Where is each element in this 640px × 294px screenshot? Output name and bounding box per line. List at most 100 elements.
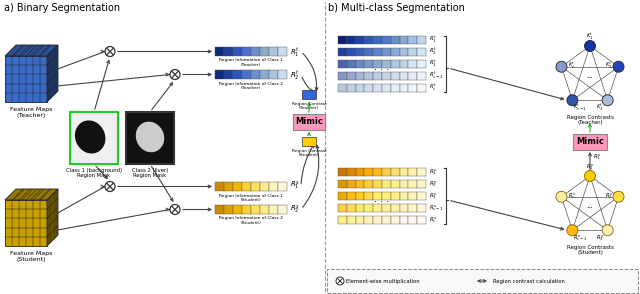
Bar [224,70,233,79]
Text: Region contrast calculation: Region contrast calculation [493,278,565,283]
Text: $R_c^s$: $R_c^s$ [568,191,575,201]
Text: $R_1^t$: $R_1^t$ [290,45,300,58]
Text: $R_1^s$: $R_1^s$ [429,167,437,177]
Bar [126,112,174,164]
Circle shape [105,181,115,191]
Bar [347,168,356,176]
Text: (Student): (Student) [241,198,261,202]
Bar [391,192,399,200]
Bar [242,70,251,79]
Text: Region Information of Class 1: Region Information of Class 1 [219,59,283,63]
Bar [338,84,347,92]
Text: a) Binary Segmentation: a) Binary Segmentation [4,3,120,13]
Bar [338,204,347,212]
Bar [417,192,426,200]
Text: $R_1^s$: $R_1^s$ [593,152,601,162]
Bar [399,216,408,224]
Bar [260,205,269,214]
Bar [382,204,391,212]
Text: $R_2^s$: $R_2^s$ [290,203,300,216]
Bar [364,204,373,212]
Bar [364,216,373,224]
Bar [224,47,233,56]
Text: Region Information of Class 2: Region Information of Class 2 [219,216,283,220]
Bar [356,72,364,80]
Bar [399,48,408,56]
Bar [391,72,399,80]
Bar [251,47,260,56]
Bar [373,204,382,212]
Circle shape [602,225,613,236]
Bar [408,192,417,200]
Bar [338,192,347,200]
Bar [356,192,364,200]
Bar [269,205,278,214]
Text: (Teacher): (Teacher) [241,63,261,67]
Text: $R_1^s$: $R_1^s$ [586,162,594,172]
Text: $R_{c-1}^t$: $R_{c-1}^t$ [429,71,444,81]
Circle shape [567,225,578,236]
FancyBboxPatch shape [573,134,607,150]
Bar [347,48,356,56]
Text: Mimic: Mimic [576,138,604,146]
Bar [356,36,364,44]
Bar [251,205,260,214]
Text: Feature Maps: Feature Maps [10,107,52,112]
Bar [269,182,278,191]
Bar [356,180,364,188]
Text: b) Multi-class Segmentation: b) Multi-class Segmentation [328,3,465,13]
Circle shape [170,205,180,215]
Bar [215,205,224,214]
Bar [408,84,417,92]
Bar [347,216,356,224]
Bar [70,112,118,164]
Bar [417,48,426,56]
Bar [417,84,426,92]
Text: ...: ... [587,73,593,79]
Text: · · ·: · · · [374,197,390,207]
Bar [382,60,391,68]
Circle shape [613,191,624,202]
Bar [417,60,426,68]
Bar [399,36,408,44]
Bar [382,192,391,200]
Text: (Teacher): (Teacher) [577,120,603,125]
Bar [356,84,364,92]
Text: Region Information of Class 1: Region Information of Class 1 [219,193,283,198]
Bar [382,72,391,80]
Circle shape [105,46,115,56]
Bar [338,168,347,176]
Text: (Student): (Student) [17,257,46,262]
Bar [408,36,417,44]
Bar [373,168,382,176]
Bar [269,70,278,79]
Bar [338,216,347,224]
Bar [408,72,417,80]
Bar [373,72,382,80]
Text: Mimic: Mimic [295,118,323,126]
Bar [399,204,408,212]
Bar [233,70,242,79]
Bar [302,137,316,146]
Text: $R_1^s$: $R_1^s$ [290,181,300,193]
Text: Region Mask: Region Mask [133,173,166,178]
Circle shape [584,41,595,51]
Bar [364,168,373,176]
Bar [417,168,426,176]
Bar [391,36,399,44]
Bar [417,72,426,80]
Circle shape [556,191,567,202]
Circle shape [584,171,595,181]
Bar [356,60,364,68]
Bar [278,47,287,56]
Bar [242,47,251,56]
Bar [338,36,347,44]
Bar [399,84,408,92]
Bar [242,205,251,214]
Circle shape [170,69,180,79]
Polygon shape [47,45,58,102]
Bar [408,180,417,188]
Text: $R_1^t$: $R_1^t$ [429,35,437,45]
Text: (Teacher): (Teacher) [299,106,319,110]
Bar [373,60,382,68]
